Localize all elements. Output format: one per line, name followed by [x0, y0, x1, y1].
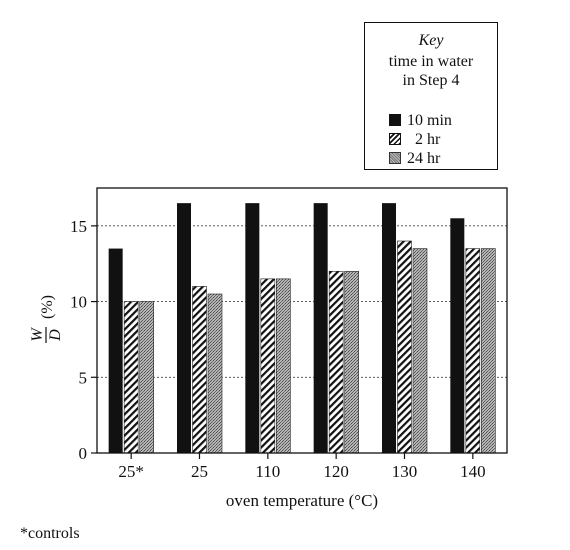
bars [108, 203, 496, 454]
legend-label: 24 hr [407, 150, 441, 167]
bar-10-min [450, 218, 465, 453]
bar-10-min [177, 203, 191, 453]
bar-10-min [313, 203, 328, 453]
x-tick-label: 25 [191, 462, 208, 481]
legend-label: 10 min [407, 112, 452, 129]
bar-2-hr [397, 240, 412, 454]
legend-subtitle-line2: in Step 4 [402, 72, 460, 89]
legend-entry-24hr: 24 hr [389, 149, 440, 168]
x-tick-label: 120 [323, 462, 349, 481]
y-tick-label: 15 [70, 217, 87, 236]
legend-swatch-gray [389, 152, 401, 164]
y-tick-label: 10 [70, 293, 87, 312]
legend-entry-2hr: 2 hr [389, 130, 440, 149]
x-tick-label: 110 [255, 462, 280, 481]
bar-2-hr [260, 278, 276, 454]
bar-10-min [245, 203, 260, 453]
bar-2-hr [192, 286, 207, 454]
bar-2-hr [123, 301, 139, 454]
y-axis-fraction-denominator: D [47, 329, 64, 342]
y-axis-fraction-numerator: W [29, 327, 46, 342]
legend-entry-10min: 10 min [389, 111, 452, 130]
bar-2-hr [328, 270, 344, 454]
x-tick-label: 130 [392, 462, 418, 481]
axis-ticks: 0 5 10 15 25* 25 110 120 130 140 [70, 217, 486, 481]
legend-swatch-hatched [389, 133, 401, 145]
legend-label: 2 hr [415, 131, 441, 148]
bar-10-min [382, 203, 396, 453]
y-axis-title: W D (%) [29, 295, 64, 343]
x-tick-label: 25* [118, 462, 144, 481]
bar-24-hr [412, 248, 428, 454]
bar-24-hr [139, 301, 154, 454]
legend-key: Key time in water in Step 4 10 min 2 hr … [364, 22, 498, 170]
y-axis-unit: (%) [39, 295, 56, 319]
x-tick-label: 140 [460, 462, 486, 481]
bar-2-hr [465, 248, 481, 454]
legend-title: Key [418, 32, 444, 49]
y-tick-label: 5 [79, 368, 88, 387]
grid-lines [97, 225, 507, 378]
legend-swatch-black [389, 114, 401, 126]
bar-24-hr [481, 248, 496, 454]
x-axis-title: oven temperature (°C) [226, 491, 378, 510]
bar-24-hr [344, 270, 359, 454]
y-tick-label: 0 [79, 444, 88, 463]
bar-24-hr [276, 278, 291, 454]
plot-frame [96, 187, 508, 454]
bar-10-min [108, 248, 123, 453]
bar-24-hr [207, 293, 223, 454]
legend-subtitle-line1: time in water [388, 53, 474, 70]
footnote: *controls [20, 525, 80, 542]
